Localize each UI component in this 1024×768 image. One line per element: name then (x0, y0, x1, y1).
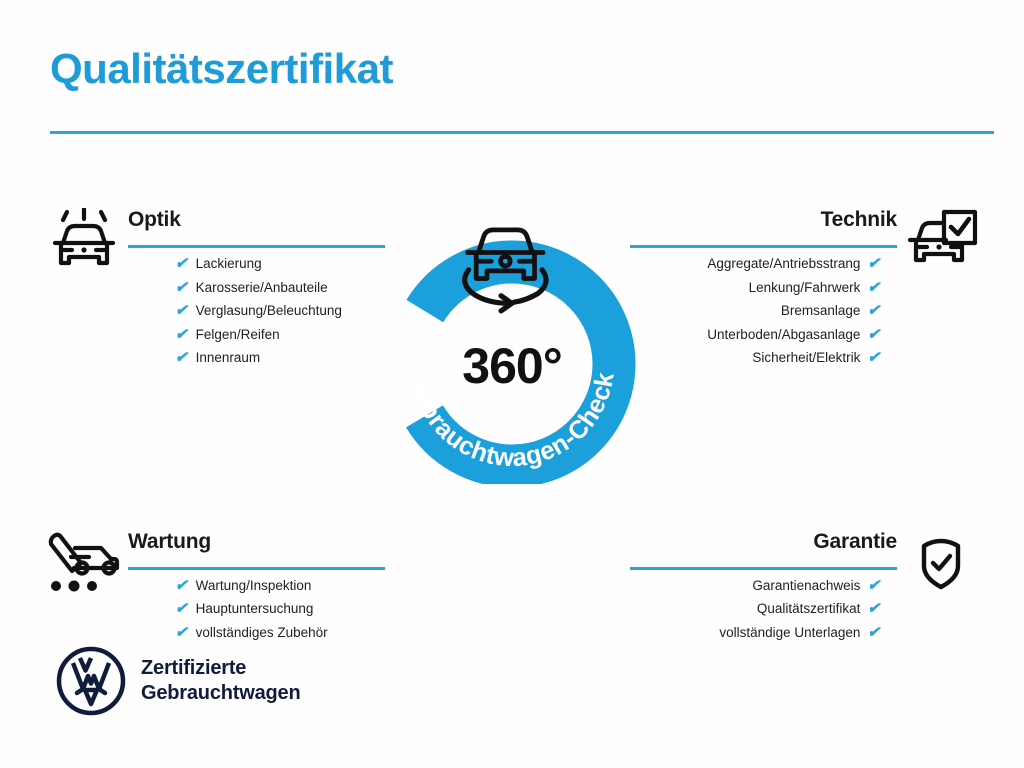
vw-footer-text: Zertifizierte Gebrauchtwagen (141, 656, 301, 706)
section-garantie-header: Garantie (630, 522, 897, 574)
list-item: ✔ Innenraum (175, 346, 385, 370)
section-garantie: Garantie Garantienachweis ✔ Qualitätszert… (630, 522, 980, 645)
list-item: ✔ Karosserie/Anbauteile (175, 276, 385, 300)
vw-footer-line2: Gebrauchtwagen (141, 682, 301, 704)
check-icon: ✔ (175, 600, 188, 618)
list-item: Bremsanlage ✔ (630, 299, 880, 323)
shield-check-icon (902, 530, 980, 596)
list-item-label: Aggregate/Antriebsstrang (707, 256, 861, 271)
list-item: vollständige Unterlagen ✔ (630, 621, 880, 645)
check-icon: ✔ (867, 623, 880, 641)
list-item: Aggregate/Antriebsstrang ✔ (630, 252, 880, 276)
title-divider (50, 131, 994, 134)
check-icon: ✔ (867, 600, 880, 618)
right-column: Technik Aggregate/Antriebsstrang ✔ Lenkun… (630, 200, 980, 644)
section-optik-header: Optik (128, 200, 385, 252)
list-item-label: Bremsanlage (780, 303, 861, 318)
check-icon: ✔ (867, 325, 880, 343)
car-checkbox-icon (902, 208, 980, 274)
list-item-label: Verglasung/Beleuchtung (195, 303, 342, 318)
list-item: ✔ Verglasung/Beleuchtung (175, 299, 385, 323)
section-wartung: Wartung ✔ Wartung/Inspektion ✔ Hauptunters… (45, 522, 385, 645)
car-rotate-icon (462, 227, 549, 314)
check-icon: ✔ (175, 325, 188, 343)
section-wartung-header: Wartung (128, 522, 385, 574)
vw-footer-line1: Zertifizierte (141, 657, 247, 679)
car-shine-icon (45, 206, 123, 274)
badge-center-label: 360° (462, 338, 562, 394)
section-technik: Technik Aggregate/Antriebsstrang ✔ Lenkun… (630, 200, 980, 370)
check-icon: ✔ (175, 349, 188, 367)
section-technik-divider (630, 245, 897, 248)
list-item-label: Karosserie/Anbauteile (195, 279, 328, 295)
section-wartung-divider (128, 566, 385, 570)
check-icon: ✔ (867, 302, 880, 320)
section-optik-title: Optik (128, 208, 181, 231)
section-technik-list: Aggregate/Antriebsstrang ✔ Lenkung/Fahrwe… (630, 252, 880, 370)
list-item-label: Unterboden/Abgasanlage (707, 326, 861, 342)
section-garantie-divider (630, 566, 897, 570)
section-wartung-list: ✔ Wartung/Inspektion ✔ Hauptuntersuchung ✔… (175, 574, 385, 645)
list-item: ✔ Lackierung (175, 252, 385, 276)
left-column: Optik ✔ Lackierung ✔ Karosserie/Anbauteile… (45, 200, 385, 644)
list-item-label: Garantienachweis (752, 577, 861, 593)
check-icon: ✔ (175, 278, 188, 296)
list-item: Garantienachweis ✔ (630, 574, 880, 598)
list-item: ✔ Wartung/Inspektion (175, 574, 385, 598)
list-item-label: Felgen/Reifen (195, 326, 280, 342)
list-item-label: vollständiges Zubehör (195, 624, 328, 640)
badge-360-check: Gebrauchtwagen-Check 360° (378, 196, 646, 484)
list-item-label: Wartung/Inspektion (195, 577, 312, 593)
list-item-label: Lackierung (195, 256, 262, 271)
list-item-label: Sicherheit/Elektrik (752, 350, 861, 365)
list-item: Sicherheit/Elektrik ✔ (630, 346, 880, 370)
check-icon: ✔ (867, 255, 880, 273)
list-item-label: Qualitätszertifikat (756, 601, 861, 616)
section-technik-header: Technik (630, 200, 897, 252)
list-item: Qualitätszertifikat ✔ (630, 597, 880, 621)
section-wartung-title: Wartung (128, 529, 211, 553)
list-item: ✔ vollständiges Zubehör (175, 621, 385, 645)
check-icon: ✔ (867, 278, 880, 296)
list-item: ✔ Felgen/Reifen (175, 323, 385, 347)
section-garantie-list: Garantienachweis ✔ Qualitätszertifikat ✔ v… (630, 574, 880, 645)
check-icon: ✔ (867, 576, 880, 594)
page-title: Qualitätszertifikat (50, 45, 393, 92)
vw-footer: Zertifizierte Gebrauchtwagen (55, 645, 301, 717)
check-icon: ✔ (175, 255, 188, 273)
car-service-tool-icon (45, 530, 123, 596)
check-icon: ✔ (175, 576, 188, 594)
section-optik-divider (128, 245, 385, 248)
check-icon: ✔ (867, 349, 880, 367)
badge-ring (388, 240, 636, 484)
section-optik-list: ✔ Lackierung ✔ Karosserie/Anbauteile ✔ Verg… (175, 252, 385, 370)
list-item-label: Lenkung/Fahrwerk (748, 279, 861, 295)
section-garantie-title: Garantie (813, 529, 897, 553)
section-technik-title: Technik (820, 208, 898, 231)
check-icon: ✔ (175, 302, 188, 320)
list-item: Lenkung/Fahrwerk ✔ (630, 276, 880, 300)
section-optik: Optik ✔ Lackierung ✔ Karosserie/Anbauteile… (45, 200, 385, 370)
list-item: ✔ Hauptuntersuchung (175, 597, 385, 621)
list-item: Unterboden/Abgasanlage ✔ (630, 323, 880, 347)
vw-logo (55, 645, 127, 717)
list-item-label: Hauptuntersuchung (195, 601, 314, 616)
list-item-label: Innenraum (195, 350, 261, 365)
list-item-label: vollständige Unterlagen (719, 624, 861, 640)
check-icon: ✔ (175, 623, 188, 641)
